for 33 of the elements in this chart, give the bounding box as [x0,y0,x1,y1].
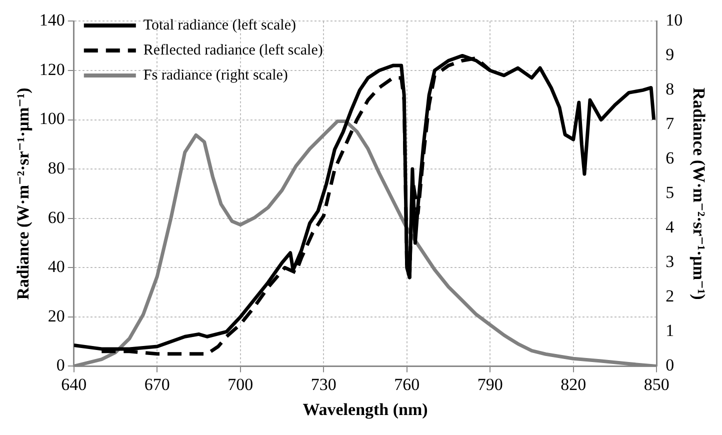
y2-tick-label: 1 [666,321,674,340]
y2-tick-label: 0 [666,356,674,375]
x-tick-label: 670 [144,374,170,394]
y-tick-label: 60 [48,208,65,227]
x-tick-label: 640 [61,374,87,394]
x-tick-label: 760 [394,374,420,394]
y-tick-label: 20 [48,306,65,326]
y2-tick-label: 5 [666,183,674,202]
y2-tick-label: 2 [666,286,674,306]
y2-tick-label: 8 [666,80,674,99]
y2-tick-label: 7 [666,114,675,134]
legend-label: Fs radiance (right scale) [143,67,288,84]
legend-label: Total radiance (left scale) [143,17,296,34]
y-tick-label: 80 [48,158,65,178]
x-tick-label: 700 [228,374,254,394]
y2-tick-label: 3 [666,252,674,272]
y2-tick-label: 10 [666,10,683,30]
x-tick-label: 820 [560,374,586,394]
y2-tick-label: 9 [666,45,674,64]
y-axis-title: Radiance (W·m⁻²·sr⁻¹·µm⁻¹) [14,88,33,300]
y-tick-label: 100 [39,109,65,128]
y-tick-label: 0 [56,356,65,375]
x-axis-title: Wavelength (nm) [302,400,428,420]
y-tick-label: 140 [39,10,65,30]
x-tick-label: 790 [477,374,503,394]
x-tick-label: 730 [310,374,336,394]
x-tick-label: 850 [644,374,670,394]
legend-label: Reflected radiance (left scale) [143,42,323,58]
y2-axis-title: Radiance (W·m⁻²·sr⁻¹·µm⁻¹) [689,88,708,300]
y-tick-label: 120 [39,60,65,79]
y-tick-label: 40 [48,257,65,276]
y2-tick-label: 4 [666,218,675,237]
y2-tick-label: 6 [666,148,674,168]
